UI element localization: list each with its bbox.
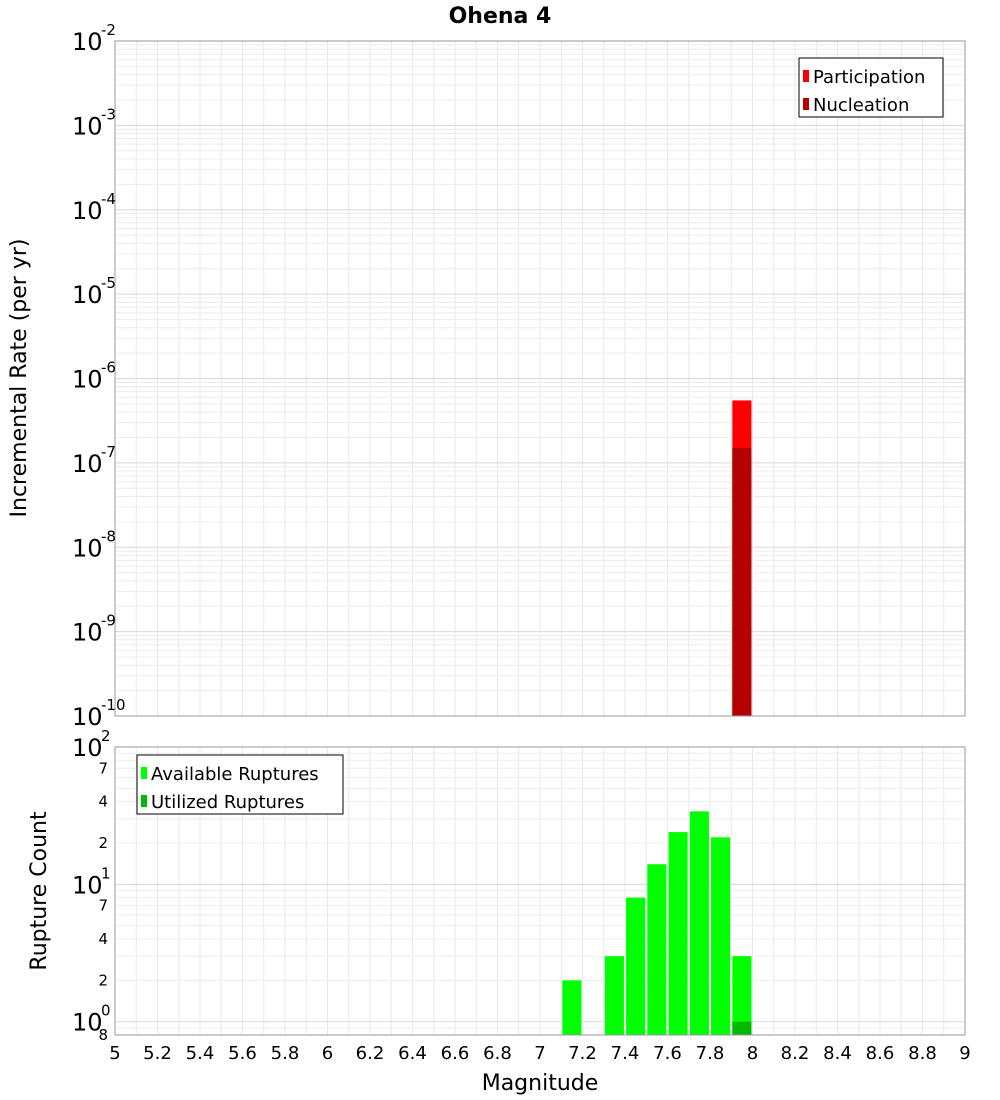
count-bar-available-ruptures: [626, 897, 646, 1035]
rate-y-tick-base: 10: [72, 28, 103, 56]
count-y-tick-exponent: 2: [101, 727, 111, 745]
rate-y-tick-base: 10: [72, 366, 103, 394]
count-bar-utilized-ruptures: [732, 1021, 752, 1035]
rate-legend-swatch-participation: [803, 70, 809, 82]
x-tick-label: 8.6: [866, 1043, 895, 1064]
x-tick-label: 5.2: [143, 1043, 172, 1064]
rate-y-tick-exponent: -8: [101, 527, 116, 545]
x-tick-label: 7.4: [611, 1043, 640, 1064]
count-y-minor-tick: 7: [98, 897, 108, 915]
count-plot-border: [114, 746, 966, 1036]
count-y-minor-tick: 7: [98, 759, 108, 777]
count-y-minor-tick: 2: [98, 971, 108, 989]
rate-legend: Participation Nucleation: [798, 57, 944, 118]
x-tick-label: 6.2: [356, 1043, 385, 1064]
rate-y-tick-base: 10: [72, 281, 103, 309]
count-legend-label-available-ruptures: Available Ruptures: [151, 764, 319, 785]
count-y-minor-tick: 4: [98, 793, 108, 811]
rate-y-axis-label: Incremental Rate (per yr): [7, 239, 32, 518]
count-legend-swatch-utilized-ruptures: [141, 795, 147, 807]
rate-plot-border: [114, 40, 966, 717]
x-tick-label: 7.6: [653, 1043, 682, 1064]
count-legend-swatch-available-ruptures: [141, 767, 147, 779]
rate-panel: ParticipationNucleation10-1010-910-810-7…: [72, 21, 966, 731]
x-tick-label: 8.4: [823, 1043, 852, 1064]
x-tick-label: 8: [747, 1043, 758, 1064]
count-y-tick-base: 10: [72, 1009, 103, 1037]
rate-y-tick-exponent: -3: [101, 105, 116, 123]
x-ticks: 5 5.2 5.4 5.6 5.8 6 6.2 6.4 6.6 6.8 7 7.2 7.4 7.6 7.8 8…: [109, 1043, 970, 1064]
count-legend-box: [136, 754, 344, 815]
count-bar-available-ruptures: [689, 811, 709, 1035]
count-bars: [562, 811, 752, 1035]
rate-legend-box: [798, 57, 944, 118]
magnitude-x-axis-label: Magnitude: [482, 1071, 599, 1096]
chart-title: Ohena 4: [449, 4, 552, 29]
rate-legend-swatch-nucleation: [803, 98, 809, 110]
rate-legend-label-participation: Participation: [813, 67, 925, 88]
x-tick-label: 7: [534, 1043, 545, 1064]
rate-bar-nucleation: [732, 448, 752, 716]
rate-legend-label-nucleation: Nucleation: [813, 95, 909, 116]
rate-y-tick-base: 10: [72, 619, 103, 647]
count-bar-available-ruptures: [711, 837, 731, 1035]
rate-y-tick-base: 10: [72, 450, 103, 478]
rate-y-tick-exponent: -9: [101, 612, 116, 630]
count-y-tick-exponent: 0: [101, 1002, 111, 1020]
count-y-minor-tick: 8: [98, 1026, 108, 1044]
x-tick-label: 6.4: [398, 1043, 427, 1064]
x-tick-label: 9: [959, 1043, 970, 1064]
rate-y-tick-exponent: -5: [101, 274, 116, 292]
count-y-minor-tick: 2: [98, 834, 108, 852]
x-tick-label: 5.6: [228, 1043, 257, 1064]
count-bar-available-ruptures: [647, 864, 667, 1035]
rate-y-tick-base: 10: [72, 112, 103, 140]
x-tick-label: 6.8: [483, 1043, 512, 1064]
x-tick-label: 5: [109, 1043, 120, 1064]
rate-y-tick-exponent: -10: [101, 696, 126, 714]
count-legend: Available Ruptures Utilized Ruptures: [136, 754, 344, 815]
count-y-minor-tick: 4: [98, 930, 108, 948]
rupture-count-y-axis-label: Rupture Count: [27, 811, 52, 971]
count-y-tick-base: 10: [72, 734, 103, 762]
x-tick-label: 8.8: [908, 1043, 937, 1064]
x-tick-label: 5.8: [271, 1043, 300, 1064]
x-tick-label: 7.2: [568, 1043, 597, 1064]
x-tick-label: 5.4: [186, 1043, 215, 1064]
x-tick-label: 7.8: [696, 1043, 725, 1064]
rate-y-tick-base: 10: [72, 197, 103, 225]
rate-bars: [732, 400, 752, 716]
rate-y-tick-exponent: -6: [101, 359, 116, 377]
x-tick-label: 6.6: [441, 1043, 470, 1064]
rate-y-tick-base: 10: [72, 703, 103, 731]
rate-y-tick-exponent: -4: [101, 190, 116, 208]
rate-grid: [114, 40, 966, 717]
rate-y-tick-exponent: -7: [101, 443, 116, 461]
x-tick-label: 8.2: [781, 1043, 810, 1064]
count-y-tick-base: 10: [72, 871, 103, 899]
count-y-tick-exponent: 1: [101, 864, 111, 882]
x-tick-label: 6: [322, 1043, 333, 1064]
count-bar-available-ruptures: [562, 980, 582, 1035]
count-bar-available-ruptures: [668, 832, 688, 1035]
count-bar-available-ruptures: [604, 956, 624, 1035]
count-bar-available-ruptures: [732, 956, 752, 1035]
rate-y-tick-base: 10: [72, 534, 103, 562]
rate-y-tick-exponent: -2: [101, 21, 116, 39]
count-legend-label-utilized-ruptures: Utilized Ruptures: [151, 792, 304, 813]
